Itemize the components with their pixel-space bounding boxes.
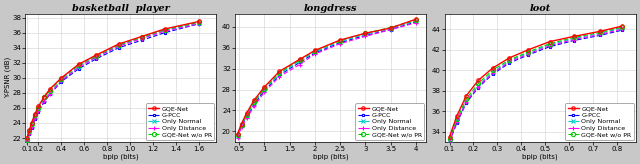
X-axis label: bpip (bits): bpip (bits): [522, 153, 558, 160]
Title: basketball  player: basketball player: [72, 4, 170, 13]
Y-axis label: Y-PSNR (dB): Y-PSNR (dB): [4, 57, 11, 99]
Title: longdress: longdress: [304, 4, 357, 13]
Legend: GQE-Net, G-PCC, Only Normal, Only Distance, GQE-Net w/o PR: GQE-Net, G-PCC, Only Normal, Only Distan…: [565, 103, 634, 140]
Legend: GQE-Net, G-PCC, Only Normal, Only Distance, GQE-Net w/o PR: GQE-Net, G-PCC, Only Normal, Only Distan…: [145, 103, 214, 140]
Title: loot: loot: [530, 4, 551, 13]
X-axis label: bpip (bits): bpip (bits): [313, 153, 348, 160]
X-axis label: bpip (bits): bpip (bits): [103, 153, 139, 160]
Legend: GQE-Net, G-PCC, Only Normal, Only Distance, GQE-Net w/o PR: GQE-Net, G-PCC, Only Normal, Only Distan…: [355, 103, 424, 140]
